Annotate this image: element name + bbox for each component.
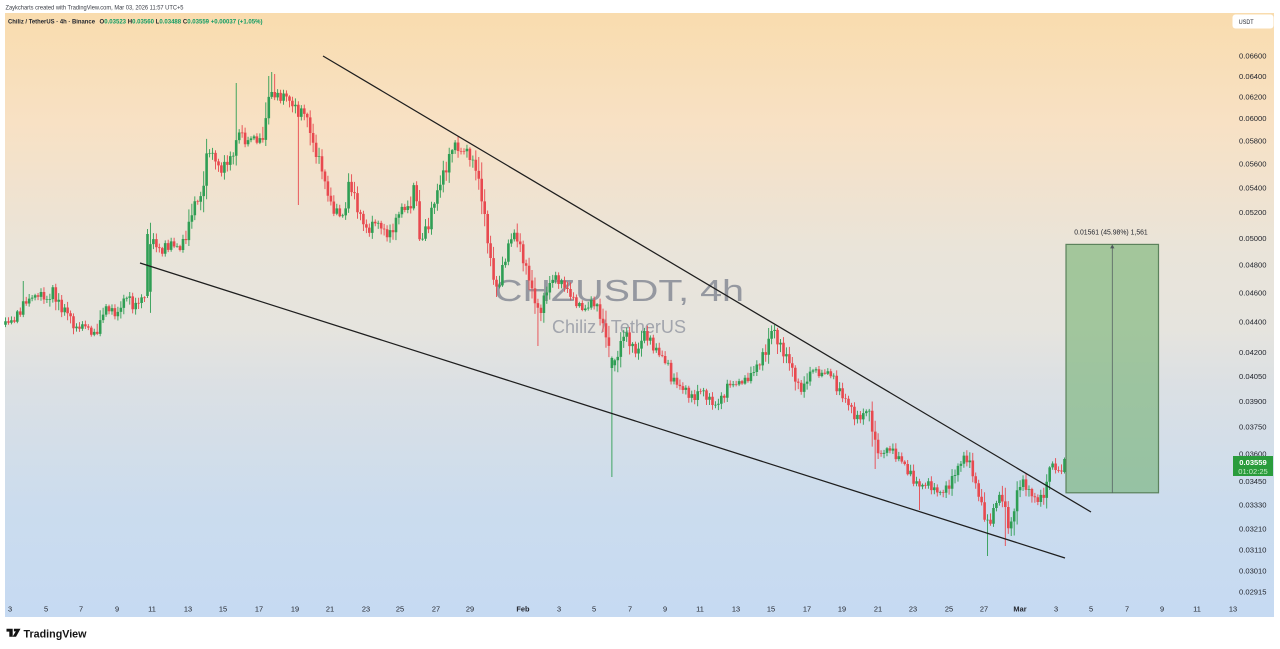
svg-text:21: 21 — [326, 605, 334, 614]
svg-text:23: 23 — [362, 605, 370, 614]
svg-text:11: 11 — [148, 605, 156, 614]
svg-text:TradingView: TradingView — [24, 629, 87, 641]
svg-text:0.02915: 0.02915 — [1239, 588, 1267, 597]
svg-text:0.04200: 0.04200 — [1239, 348, 1267, 357]
svg-text:01:02:25: 01:02:25 — [1238, 467, 1268, 476]
svg-text:0.06400: 0.06400 — [1239, 72, 1267, 81]
svg-text:O0.03523 H0.03560 L0.03488: O0.03523 H0.03560 L0.03488 C0.03559 +0.0… — [100, 19, 263, 26]
svg-text:27: 27 — [432, 605, 440, 614]
svg-text:0.03210: 0.03210 — [1239, 525, 1267, 534]
svg-text:19: 19 — [291, 605, 299, 614]
svg-text:19: 19 — [838, 605, 846, 614]
svg-text:0.01561 (45.98%) 1,561: 0.01561 (45.98%) 1,561 — [1074, 228, 1148, 237]
svg-text:3: 3 — [557, 605, 561, 614]
svg-text:11: 11 — [1193, 605, 1201, 614]
svg-text:0.03110: 0.03110 — [1239, 545, 1267, 554]
svg-text:0.06600: 0.06600 — [1239, 52, 1267, 61]
svg-text:11: 11 — [696, 605, 704, 614]
svg-text:17: 17 — [803, 605, 811, 614]
svg-text:Chiliz / TetherUS: Chiliz / TetherUS — [552, 316, 686, 337]
svg-text:13: 13 — [1229, 605, 1237, 614]
svg-text:9: 9 — [115, 605, 119, 614]
svg-text:Chiliz / TetherUS · 4h · Binan: Chiliz / TetherUS · 4h · Binance — [8, 19, 96, 26]
svg-text:0.05000: 0.05000 — [1239, 234, 1267, 243]
svg-text:5: 5 — [1089, 605, 1093, 614]
svg-text:13: 13 — [184, 605, 192, 614]
svg-text:7: 7 — [628, 605, 632, 614]
svg-text:5: 5 — [592, 605, 596, 614]
svg-text:23: 23 — [909, 605, 917, 614]
svg-text:3: 3 — [1054, 605, 1058, 614]
svg-text:0.05800: 0.05800 — [1239, 136, 1267, 145]
svg-text:9: 9 — [1160, 605, 1164, 614]
svg-text:USDT: USDT — [1239, 19, 1254, 26]
svg-text:0.04050: 0.04050 — [1239, 372, 1267, 381]
svg-text:0.05200: 0.05200 — [1239, 208, 1267, 217]
svg-text:0.05600: 0.05600 — [1239, 159, 1267, 168]
svg-text:7: 7 — [1125, 605, 1129, 614]
svg-text:0.06200: 0.06200 — [1239, 93, 1267, 102]
svg-text:Feb: Feb — [516, 605, 530, 614]
svg-text:0.05400: 0.05400 — [1239, 183, 1267, 192]
svg-text:25: 25 — [945, 605, 953, 614]
svg-text:Mar: Mar — [1013, 605, 1026, 614]
svg-text:0.04400: 0.04400 — [1239, 318, 1267, 327]
svg-text:0.03600: 0.03600 — [1239, 449, 1267, 458]
svg-text:17: 17 — [255, 605, 263, 614]
svg-text:0.04800: 0.04800 — [1239, 261, 1267, 270]
svg-text:7: 7 — [79, 605, 83, 614]
svg-text:27: 27 — [980, 605, 988, 614]
svg-text:0.06000: 0.06000 — [1239, 114, 1267, 123]
svg-text:0.03450: 0.03450 — [1239, 477, 1267, 486]
svg-text:5: 5 — [44, 605, 48, 614]
svg-text:0.04600: 0.04600 — [1239, 289, 1267, 298]
svg-text:29: 29 — [466, 605, 474, 614]
svg-text:0.03750: 0.03750 — [1239, 423, 1267, 432]
svg-text:0.03330: 0.03330 — [1239, 500, 1267, 509]
svg-text:0.03559: 0.03559 — [1239, 458, 1266, 467]
svg-text:13: 13 — [732, 605, 740, 614]
svg-text:Zaykcharts created with Tradin: Zaykcharts created with TradingView.com,… — [6, 5, 184, 12]
svg-text:CHZUSDT, 4h: CHZUSDT, 4h — [494, 273, 744, 308]
svg-text:0.03010: 0.03010 — [1239, 567, 1267, 576]
svg-text:9: 9 — [663, 605, 667, 614]
svg-text:15: 15 — [767, 605, 775, 614]
svg-text:25: 25 — [396, 605, 404, 614]
svg-text:3: 3 — [8, 605, 12, 614]
svg-text:15: 15 — [219, 605, 227, 614]
svg-text:0.03900: 0.03900 — [1239, 397, 1267, 406]
svg-text:21: 21 — [874, 605, 882, 614]
